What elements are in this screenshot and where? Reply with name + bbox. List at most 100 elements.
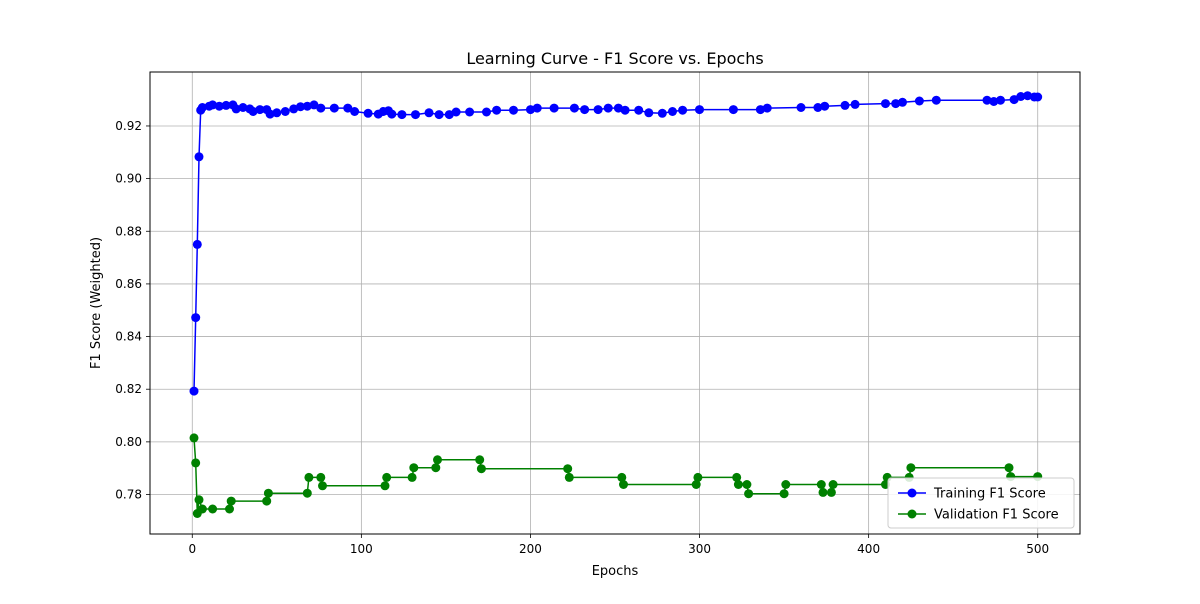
validation-series-point	[691, 480, 701, 489]
training-series-point	[329, 103, 339, 113]
training-series-point	[197, 103, 207, 112]
y-tick-label: 0.88	[115, 224, 142, 238]
y-tick-label: 0.90	[115, 172, 142, 186]
validation-series-point	[433, 455, 442, 465]
training-series-point	[850, 99, 860, 109]
training-series-point	[316, 103, 326, 113]
training-series-point	[492, 105, 502, 115]
validation-series-point	[191, 458, 201, 468]
training-series-point	[221, 100, 231, 110]
training-series-point	[191, 313, 201, 323]
validation-series-point	[1004, 463, 1014, 473]
training-series-point	[451, 107, 461, 117]
validation-series-point	[194, 495, 204, 505]
training-series-point	[634, 105, 644, 115]
x-tick-label: 500	[1026, 542, 1049, 556]
training-series-point	[280, 107, 290, 116]
validation-series-point	[617, 472, 627, 482]
validation-series-point	[781, 480, 791, 489]
training-series-point	[569, 103, 579, 113]
y-tick-label: 0.82	[115, 382, 142, 396]
y-tick-label: 0.86	[115, 277, 142, 291]
y-axis-label: F1 Score (Weighted)	[89, 237, 104, 369]
training-series-point	[526, 105, 535, 115]
training-series-point	[272, 108, 282, 118]
validation-series-point	[263, 488, 273, 498]
validation-series-point	[318, 481, 327, 491]
training-series-point	[189, 386, 199, 396]
training-series-point	[1016, 92, 1026, 101]
validation-series-point	[742, 480, 752, 489]
legend: Training F1 Score Validation F1 Score	[887, 477, 1075, 529]
training-series-point	[695, 105, 704, 115]
training-series-point	[363, 108, 373, 118]
validation-series-point	[779, 489, 789, 499]
training-series-point	[397, 110, 407, 120]
training-series-point	[231, 104, 241, 114]
validation-series-point	[262, 496, 272, 506]
validation-series-point	[382, 472, 392, 482]
training-series-point	[1033, 92, 1043, 102]
validation-series-point	[732, 472, 742, 482]
training-series-point	[549, 103, 559, 113]
y-tick-label: 0.78	[115, 488, 142, 502]
training-series-point	[840, 100, 850, 110]
validation-series-point	[226, 496, 236, 506]
training-series-point	[343, 103, 353, 113]
y-tick-label: 0.92	[115, 119, 142, 133]
training-series-point	[796, 103, 806, 112]
training-series-point	[350, 107, 360, 116]
legend-box	[887, 477, 1075, 529]
validation-series-point	[564, 472, 574, 482]
validation-legend-label: Validation F1 Score	[934, 508, 1059, 523]
training-series-point	[465, 107, 475, 117]
training-series-point	[248, 107, 258, 116]
y-tick-label: 0.80	[115, 435, 142, 449]
training-series-point	[424, 108, 434, 118]
training-series-point	[755, 105, 765, 115]
training-series-point	[728, 105, 738, 115]
validation-series-point	[826, 487, 836, 497]
y-tick-label: 0.84	[115, 330, 142, 344]
training-legend-label: Training F1 Score	[933, 487, 1046, 502]
training-series-point	[309, 100, 319, 110]
x-tick-label: 0	[188, 542, 196, 556]
training-series-point	[238, 103, 248, 112]
validation-series-point	[744, 489, 754, 499]
validation-legend-marker	[907, 509, 917, 519]
training-series-point	[657, 108, 667, 118]
validation-series-point	[733, 480, 743, 489]
x-axis-label: Epochs	[592, 564, 639, 579]
training-series-point	[678, 105, 688, 115]
validation-series-point	[409, 463, 419, 473]
x-tick-label: 100	[350, 542, 373, 556]
training-series-point	[989, 97, 999, 106]
training-series-point	[289, 104, 299, 114]
validation-series-point	[380, 481, 390, 491]
training-series-point	[914, 96, 924, 106]
validation-series-point	[476, 464, 486, 474]
validation-series-point	[197, 504, 207, 514]
training-series-point	[194, 152, 204, 162]
training-series-point	[532, 103, 542, 113]
training-series-point	[881, 99, 890, 109]
training-series-point	[668, 107, 677, 116]
chart-title: Learning Curve - F1 Score vs. Epochs	[466, 49, 763, 68]
training-series-point	[620, 105, 630, 115]
training-series-point	[820, 101, 830, 111]
training-series-point	[603, 103, 613, 113]
validation-series-point	[407, 472, 417, 482]
axes: 0 100 200 300 400 500 0.78 0.80 0.82 0.84 0.86 0.88…	[115, 119, 1049, 556]
training-series-point	[265, 109, 275, 119]
training-series-point	[1023, 91, 1033, 101]
training-legend-marker	[907, 488, 917, 498]
validation-series-point	[693, 472, 703, 482]
validation-series-point	[816, 480, 826, 489]
training-series-point	[255, 105, 265, 115]
validation-series-point	[208, 504, 218, 514]
training-series-point	[411, 110, 420, 120]
training-series-point	[509, 105, 518, 115]
plot-frame	[149, 71, 1081, 535]
